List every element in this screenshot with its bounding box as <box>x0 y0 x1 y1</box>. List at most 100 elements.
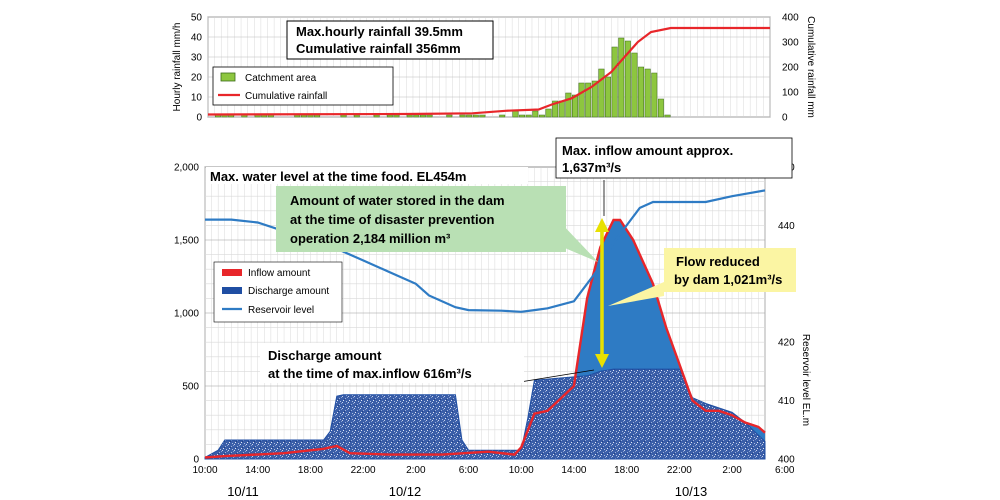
discharge-line1: Discharge amount <box>268 348 382 363</box>
rainfall-left-tick-label: 20 <box>191 73 203 84</box>
discharge-line2: at the time of max.inflow 616m³/s <box>268 366 472 381</box>
rainfall-bar <box>618 37 625 118</box>
rainfall-bar <box>459 114 466 118</box>
rainfall-right-tick-label: 0 <box>782 113 788 124</box>
reservoir-level-axis-label: Reservoir level EL.m <box>800 334 811 426</box>
rainfall-bar <box>519 114 526 118</box>
catchment-area-legend-swatch <box>220 72 236 82</box>
flow-right-tick-label: 440 <box>778 221 795 232</box>
flow-left-ticks: 0 500 1,000 1,500 2,000 <box>174 163 199 466</box>
rainfall-bar <box>532 110 539 118</box>
rainfall-left-ticks: 0 10 20 30 40 50 <box>191 13 203 124</box>
rainfall-bar <box>578 82 585 118</box>
rainfall-bar <box>552 100 559 118</box>
rainfall-bar <box>373 114 380 118</box>
rainfall-bar <box>558 100 565 118</box>
flow-reduced-callout <box>664 248 796 292</box>
discharge-leader <box>519 369 595 383</box>
rainfall-bar <box>499 114 506 118</box>
inflow-legend-label: Inflow amount <box>248 268 310 279</box>
flow-x-tick-label: 22:00 <box>351 465 376 476</box>
rainfall-bar <box>611 46 618 118</box>
max-water-level-box <box>206 167 528 184</box>
max-hourly-rainfall-text: Max.hourly rainfall 39.5mm <box>296 24 463 39</box>
rainfall-right-tick-label: 300 <box>782 38 799 49</box>
rainfall-bar <box>631 52 638 118</box>
rainfall-left-tick-label: 40 <box>191 33 203 44</box>
rainfall-bar <box>571 94 578 118</box>
rainfall-bar <box>657 98 664 118</box>
rainfall-bar <box>591 80 598 118</box>
flow-x-tick-label: 10:00 <box>509 465 534 476</box>
flow-left-tick-label: 2,000 <box>174 163 199 174</box>
rainfall-bar <box>446 114 453 118</box>
flow-left-tick-label: 1,500 <box>174 236 199 247</box>
rainfall-right-tick-label: 100 <box>782 88 799 99</box>
rainfall-bar <box>426 114 433 118</box>
flow-right-tick-label: 410 <box>778 396 795 407</box>
rainfall-right-ticks: 0 100 200 300 400 <box>782 13 799 124</box>
flow-left-tick-label: 1,000 <box>174 309 199 320</box>
rainfall-left-axis-label: Hourly rainfall mm/h <box>172 23 183 112</box>
flow-right-ticks: 400410420430440450 <box>778 163 795 466</box>
rainfall-bar <box>413 114 420 118</box>
rainfall-bar <box>545 108 552 118</box>
cumulative-rainfall-line <box>207 26 770 116</box>
flow-x-tick-label: 14:00 <box>561 465 586 476</box>
cumulative-rainfall-legend-label: Cumulative rainfall <box>245 91 327 102</box>
flow-left-tick-label: 0 <box>193 455 199 466</box>
rainfall-bar <box>393 114 400 118</box>
rainfall-bar <box>605 76 611 118</box>
rainfall-bar <box>340 114 347 118</box>
flow-right-tick-label: 420 <box>778 338 795 349</box>
flow-x-tick-label: 6:00 <box>459 465 479 476</box>
rainfall-right-axis-label: Cumulative rainfall mm <box>805 16 816 118</box>
rainfall-bar <box>565 92 572 118</box>
rainfall-chart: 0 10 20 30 40 50 0 100 200 300 400 Hourly rainfal… <box>172 13 816 124</box>
stored-line1: Amount of water stored in the dam <box>290 193 505 208</box>
flow-left-tick-label: 500 <box>182 382 199 393</box>
flow-x-tick-label: 14:00 <box>245 465 270 476</box>
rainfall-bar <box>472 114 479 118</box>
discharge-callout <box>260 343 524 383</box>
rainfall-legend <box>212 66 394 106</box>
max-inflow-line2: 1,637m³/s <box>562 160 621 175</box>
rainfall-bar <box>512 110 519 118</box>
flow-x-ticks: 10:00 14:00 18:00 22:00 2:00 6:00 10:00 14:00 18… <box>192 465 794 476</box>
flow-reduced-line1: Flow reduced <box>676 254 760 269</box>
date-10-12: 10/12 <box>389 484 422 499</box>
discharge-legend-label: Discharge amount <box>248 286 329 297</box>
rainfall-right-tick-label: 400 <box>782 13 799 24</box>
max-water-level-text: Max. water level at the time food. EL454… <box>210 169 466 184</box>
flow-x-tick-label: 6:00 <box>775 465 795 476</box>
rainfall-bar <box>664 114 671 118</box>
rainfall-bar <box>538 114 545 118</box>
rainfall-bar <box>598 68 605 118</box>
rainfall-bar <box>624 40 631 118</box>
reduction-arrow <box>595 218 609 368</box>
date-10-11: 10/11 <box>227 484 259 499</box>
flow-x-tick-label: 18:00 <box>298 465 323 476</box>
stored-water-callout <box>276 186 566 252</box>
rainfall-bar <box>585 82 592 118</box>
rainfall-left-tick-label: 0 <box>196 113 202 124</box>
cumulative-rainfall-text: Cumulative rainfall 356mm <box>296 41 461 56</box>
rainfall-bars <box>214 37 671 118</box>
flow-x-tick-label: 2:00 <box>406 465 426 476</box>
rainfall-bar <box>386 114 393 118</box>
flow-x-tick-label: 22:00 <box>667 465 692 476</box>
inflow-line <box>204 218 766 459</box>
stored-line2: at the time of disaster prevention <box>290 212 494 227</box>
rainfall-bar <box>638 66 645 118</box>
max-inflow-callout <box>555 137 793 179</box>
flow-reduced-pointer <box>608 282 664 306</box>
rainfall-right-tick-label: 200 <box>782 63 799 74</box>
flow-x-tick-label: 10:00 <box>192 465 217 476</box>
flow-right-tick-label: 400 <box>778 455 795 466</box>
stored-line3: operation 2,184 million m³ <box>290 231 451 246</box>
flow-x-tick-label: 18:00 <box>614 465 639 476</box>
rainfall-left-tick-label: 50 <box>191 13 203 24</box>
inflow-legend-swatch <box>222 269 242 276</box>
